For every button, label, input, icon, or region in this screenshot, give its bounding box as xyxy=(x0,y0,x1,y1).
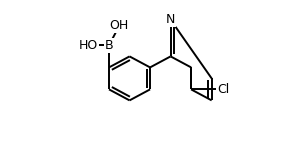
Text: OH: OH xyxy=(110,19,129,32)
Text: Cl: Cl xyxy=(217,83,230,96)
Text: B: B xyxy=(105,39,113,52)
Text: HO: HO xyxy=(79,39,98,52)
Text: N: N xyxy=(166,13,175,26)
